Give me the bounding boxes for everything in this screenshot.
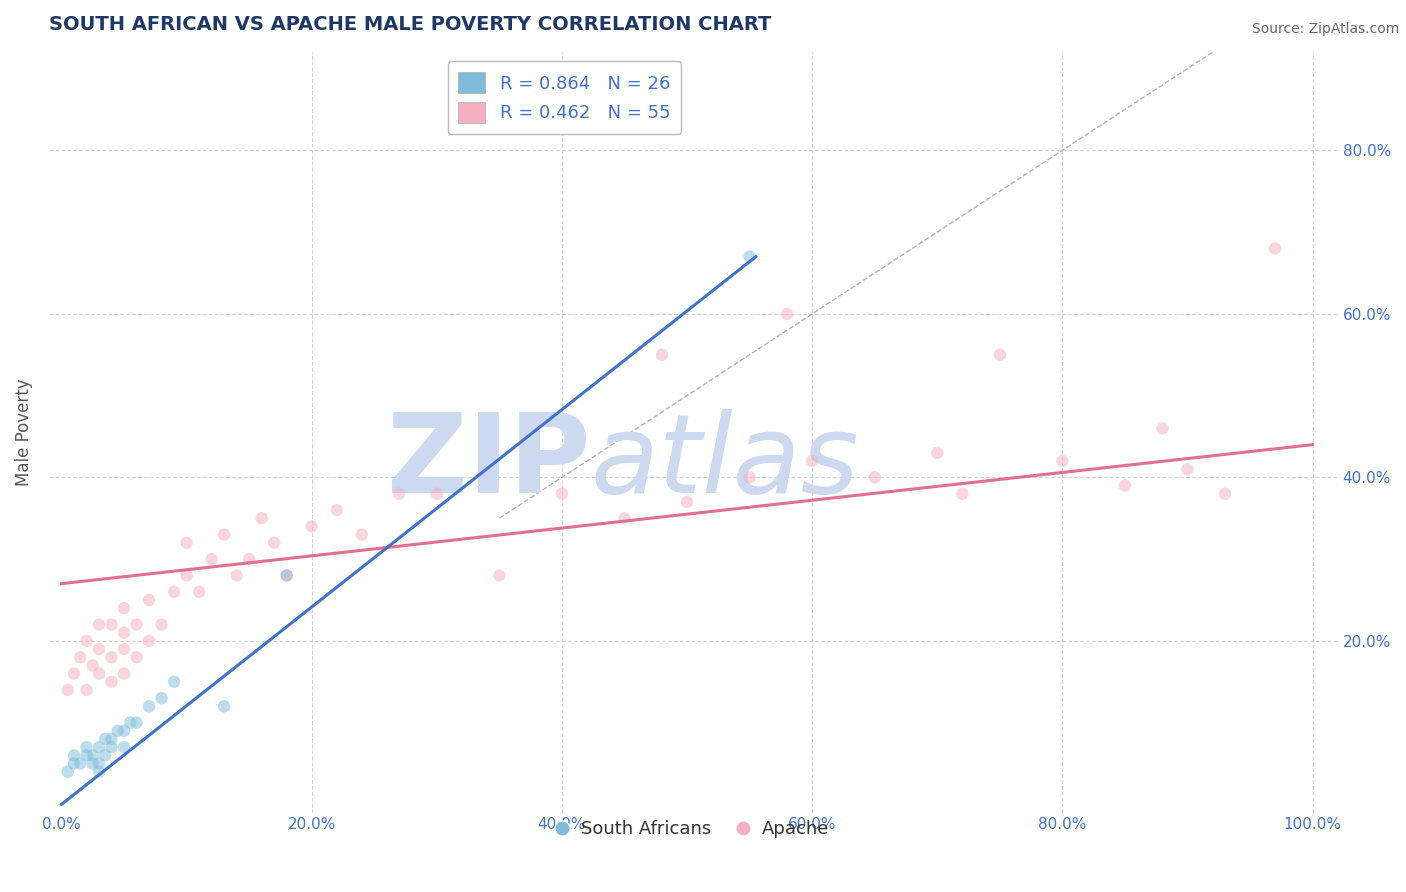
Point xyxy=(676,495,699,509)
Point xyxy=(56,764,79,779)
Point xyxy=(76,633,98,648)
Point xyxy=(201,552,224,566)
Point xyxy=(225,568,247,582)
Point xyxy=(63,748,86,763)
Point xyxy=(613,511,636,525)
Point xyxy=(801,454,824,468)
Point xyxy=(325,503,347,517)
Point xyxy=(138,699,160,714)
Point xyxy=(87,764,110,779)
Point xyxy=(112,666,135,681)
Point xyxy=(138,633,160,648)
Point xyxy=(125,617,148,632)
Point xyxy=(82,756,104,771)
Point xyxy=(100,731,122,746)
Point xyxy=(63,756,86,771)
Point xyxy=(276,568,298,582)
Point xyxy=(138,593,160,607)
Point xyxy=(263,535,285,549)
Text: SOUTH AFRICAN VS APACHE MALE POVERTY CORRELATION CHART: SOUTH AFRICAN VS APACHE MALE POVERTY COR… xyxy=(49,15,772,34)
Point xyxy=(276,568,298,582)
Point xyxy=(100,617,122,632)
Point xyxy=(1114,478,1136,492)
Point xyxy=(87,642,110,657)
Point xyxy=(863,470,886,484)
Point xyxy=(76,740,98,755)
Point xyxy=(388,486,411,500)
Legend: South Africans, Apache: South Africans, Apache xyxy=(550,813,837,846)
Point xyxy=(82,658,104,673)
Point xyxy=(87,756,110,771)
Point xyxy=(176,568,198,582)
Point xyxy=(188,584,211,599)
Point xyxy=(100,674,122,689)
Point xyxy=(112,601,135,615)
Point xyxy=(150,691,173,706)
Point xyxy=(112,740,135,755)
Point xyxy=(82,748,104,763)
Point xyxy=(100,650,122,665)
Point xyxy=(87,740,110,755)
Point xyxy=(107,723,129,738)
Point xyxy=(212,527,235,541)
Point xyxy=(176,535,198,549)
Point xyxy=(125,650,148,665)
Point xyxy=(1177,462,1199,476)
Point xyxy=(738,470,761,484)
Point xyxy=(301,519,323,533)
Point xyxy=(350,527,373,541)
Point xyxy=(94,748,117,763)
Point xyxy=(738,250,761,264)
Point xyxy=(927,446,949,460)
Point xyxy=(120,715,142,730)
Point xyxy=(76,748,98,763)
Point xyxy=(87,666,110,681)
Point xyxy=(69,756,91,771)
Text: ZIP: ZIP xyxy=(387,409,591,516)
Point xyxy=(551,486,574,500)
Text: Source: ZipAtlas.com: Source: ZipAtlas.com xyxy=(1251,22,1399,37)
Point xyxy=(988,348,1011,362)
Point xyxy=(1264,242,1286,256)
Point xyxy=(112,723,135,738)
Point xyxy=(87,617,110,632)
Text: atlas: atlas xyxy=(591,409,859,516)
Point xyxy=(56,682,79,697)
Point xyxy=(163,674,186,689)
Point xyxy=(125,715,148,730)
Point xyxy=(1213,486,1236,500)
Point xyxy=(950,486,973,500)
Point xyxy=(150,617,173,632)
Point xyxy=(1052,454,1074,468)
Point xyxy=(112,625,135,640)
Point xyxy=(100,740,122,755)
Point xyxy=(94,731,117,746)
Point xyxy=(163,584,186,599)
Point xyxy=(212,699,235,714)
Point xyxy=(651,348,673,362)
Point xyxy=(63,666,86,681)
Point xyxy=(69,650,91,665)
Point xyxy=(1152,421,1174,435)
Point xyxy=(76,682,98,697)
Point xyxy=(112,642,135,657)
Y-axis label: Male Poverty: Male Poverty xyxy=(15,378,32,486)
Point xyxy=(776,307,799,321)
Point xyxy=(488,568,510,582)
Point xyxy=(426,486,449,500)
Point xyxy=(250,511,273,525)
Point xyxy=(238,552,260,566)
